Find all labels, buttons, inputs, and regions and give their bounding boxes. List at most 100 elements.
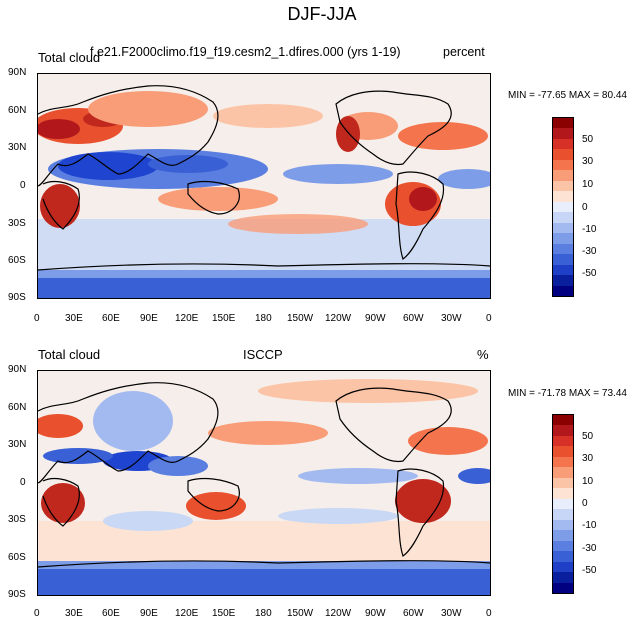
panel1-colorbar-label: 0 <box>582 202 588 213</box>
panel1-epac-blue <box>283 164 393 184</box>
panel1-lon-tick: 120W <box>325 313 352 324</box>
panel2-southern-ocean <box>38 521 490 567</box>
panel1-lat-tick: 90S <box>8 292 26 303</box>
panel2-npac-anomaly <box>208 421 328 445</box>
panel2-colorbar-swatch <box>553 540 573 552</box>
panel1-right-label: percent <box>443 45 485 59</box>
panel2-sa-anomaly <box>395 479 451 523</box>
panel2-colorbar-swatch <box>553 415 573 426</box>
panel1-colorbar-swatch <box>553 243 573 255</box>
panel2-antarctica-edge <box>38 561 490 569</box>
panel1-npac-light <box>213 104 323 128</box>
panel2-africa-n-blue <box>43 448 113 464</box>
panel2-colorbar-swatch <box>553 467 573 478</box>
panel2-atlantic-anomaly <box>408 427 488 455</box>
panel2-indo-blue <box>148 456 208 476</box>
panel1-colorbar-swatch <box>553 118 573 129</box>
panel2-colorbar-label: -10 <box>582 520 597 531</box>
panel2-coast-southern-africa <box>42 477 80 527</box>
panel1-colorbar-label: 10 <box>582 179 594 190</box>
panel1-lon-tick: 90W <box>365 313 386 324</box>
panel2-coast-antarctica <box>38 560 490 568</box>
panel2-left-label: Total cloud <box>38 347 101 362</box>
panel1-colorbar-swatch <box>553 212 573 223</box>
panel2-lon-tick: 120E <box>175 608 199 619</box>
panel1-atlantic-anomaly <box>398 122 488 150</box>
panel2-lon-tick: 90E <box>140 608 158 619</box>
panel1-coast-australia <box>187 180 240 215</box>
panel2-lat-tick: 60N <box>8 402 27 413</box>
panel2-lon-tick: 30W <box>441 608 462 619</box>
panel2-lon-tick: 180 <box>255 608 272 619</box>
panel1-atl-blue <box>438 169 490 189</box>
panel1-asia-anomaly <box>88 91 208 127</box>
panel2-map-svg <box>38 371 490 595</box>
panel1-coast-south-america <box>395 171 445 260</box>
panel2-colorbar-swatch <box>553 477 573 489</box>
panel2-lon-tick: 0 <box>486 608 492 619</box>
panel1-indo-blue <box>148 155 228 173</box>
panel2-colorbar-swatch <box>553 488 573 499</box>
panel1-colorbar-swatch <box>553 275 573 286</box>
panel1-map-svg <box>38 74 490 298</box>
panel1-colorbar-label: -50 <box>582 268 597 279</box>
panel1-lon-tick: 30E <box>65 313 83 324</box>
panel1-coast-north-america <box>335 90 452 166</box>
panel1-lon-tick: 0 <box>486 313 492 324</box>
panel2-lat-tick: 30S <box>8 514 26 525</box>
panel1-sa-core <box>409 187 437 211</box>
panel2-europe-core <box>38 414 83 438</box>
panel2-right-label: % <box>477 347 489 362</box>
panel1-lat-tick: 90N <box>8 67 27 78</box>
panel1-lon-tick: 120E <box>175 313 199 324</box>
panel2-coast-north-america <box>335 387 452 463</box>
panel2-lon-tick: 0 <box>34 608 40 619</box>
panel2-lon-tick: 150E <box>212 608 236 619</box>
panel1-lon-tick: 150W <box>287 313 314 324</box>
panel1-africa-core <box>40 184 80 228</box>
panel1-colorbar-label: -30 <box>582 246 597 257</box>
panel2-min-max: MIN = -71.78 MAX = 73.44 <box>508 388 627 399</box>
panel1-colorbar-swatch <box>553 128 573 139</box>
panel1-coast-southern-africa <box>42 180 80 230</box>
panel2-colorbar-swatch <box>553 572 573 583</box>
panel1-coast-antarctica <box>38 263 490 271</box>
panel2-lon-tick: 60E <box>102 608 120 619</box>
panel2-colorbar-label: -50 <box>582 565 597 576</box>
panel2-colorbar-swatch <box>553 582 573 593</box>
panel1-map <box>37 73 491 299</box>
panel2-aus-anomaly <box>186 492 246 520</box>
panel1-lon-tick: 60E <box>102 313 120 324</box>
panel2-colorbar-swatch <box>553 425 573 436</box>
panel1-colorbar-swatch <box>553 201 573 213</box>
panel1-colorbar-swatch <box>553 149 573 160</box>
panel2-colorbar-label: -30 <box>582 543 597 554</box>
panel1-left-label: Total cloud <box>38 50 101 65</box>
panel1-colorbar <box>552 117 574 297</box>
panel1-lat-tick: 30N <box>8 142 27 153</box>
panel2-colorbar-swatch <box>553 456 573 468</box>
panel1-lat-tick: 0 <box>20 180 26 191</box>
panel2-coast-eurasia-africa <box>38 382 219 484</box>
panel2-colorbar <box>552 414 574 594</box>
panel1-europe-core <box>38 119 80 139</box>
panel1-aus-anomaly <box>158 187 278 211</box>
panel1-colorbar-swatch <box>553 285 573 296</box>
panel2-colorbar-label: 0 <box>582 498 588 509</box>
panel2-spac-light <box>278 508 398 524</box>
panel1-colorbar-swatch <box>553 222 573 234</box>
panel1-antarctica-edge <box>38 270 490 278</box>
panel2-lat-tick: 90S <box>8 589 26 600</box>
panel1-colorbar-swatch <box>553 170 573 181</box>
panel2-colorbar-swatch <box>553 551 573 562</box>
panel1-colorbar-swatch <box>553 233 573 244</box>
panel1-center-label: f.e21.F2000climo.f19_f19.cesm2_1.dfires.… <box>90 45 401 59</box>
panel1-colorbar-swatch <box>553 191 573 202</box>
panel2-lon-tick: 60W <box>403 608 424 619</box>
panel1-spac-anomaly <box>228 214 368 234</box>
panel1-colorbar-swatch <box>553 264 573 276</box>
panel1-colorbar-swatch <box>553 180 573 192</box>
panel1-lon-tick: 0 <box>34 313 40 324</box>
panel2-colorbar-swatch <box>553 435 573 447</box>
panel2-colorbar-label: 10 <box>582 476 594 487</box>
